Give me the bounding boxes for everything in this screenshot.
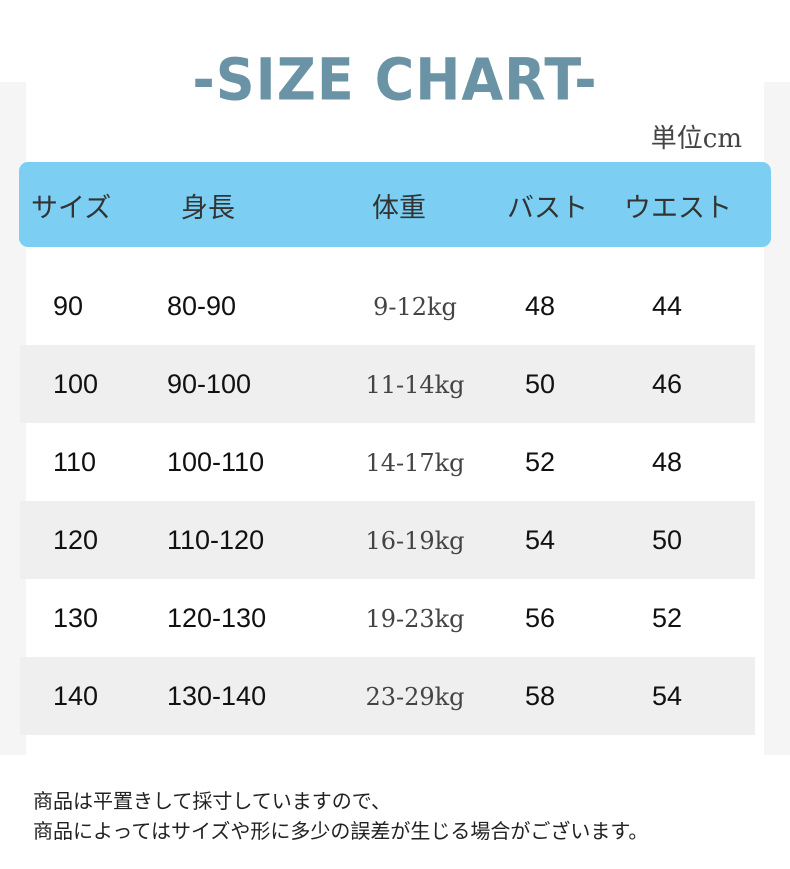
cell-waist: 46: [652, 369, 683, 399]
cell-size: 140: [53, 681, 99, 711]
cell-weight: 19-23kg: [365, 605, 465, 633]
cell-bust: 58: [525, 681, 556, 711]
cell-height: 120-130: [167, 603, 267, 633]
table-row: 100 90-100 11-14kg 50 46: [20, 345, 755, 423]
header-size: サイズ: [31, 193, 112, 224]
cell-waist: 50: [652, 525, 683, 555]
cell-waist: 44: [652, 291, 683, 321]
table-row: 110 100-110 14-17kg 52 48: [20, 423, 755, 501]
page-title: -SIZE CHART-: [192, 45, 598, 114]
cell-height: 110-120: [167, 525, 265, 555]
note-line-2: 商品によってはサイズや形に多少の誤差が生じる場合がございます。: [33, 819, 649, 843]
cell-size: 120: [53, 525, 99, 555]
table-row: 140 130-140 23-29kg 58 54: [20, 657, 755, 735]
cell-bust: 54: [525, 525, 556, 555]
cell-height: 100-110: [167, 447, 265, 477]
cell-bust: 52: [525, 447, 556, 477]
cell-height: 90-100: [167, 369, 252, 399]
cell-waist: 54: [652, 681, 683, 711]
cell-height: 130-140: [167, 681, 267, 711]
table-row: 90 80-90 9-12kg 48 44: [20, 267, 755, 345]
cell-waist: 48: [652, 447, 683, 477]
cell-bust: 50: [525, 369, 556, 399]
cell-height: 80-90: [167, 291, 237, 321]
cell-waist: 52: [652, 603, 683, 633]
header-height: 身長: [181, 193, 235, 224]
cell-bust: 48: [525, 291, 556, 321]
cell-weight: 11-14kg: [365, 371, 465, 399]
table-row: 120 110-120 16-19kg 54 50: [20, 501, 755, 579]
header-bust: バスト: [507, 193, 588, 224]
unit-label: 単位cm: [650, 124, 742, 154]
cell-bust: 56: [525, 603, 556, 633]
cell-size: 90: [53, 291, 84, 321]
cell-weight: 23-29kg: [365, 683, 465, 711]
cell-size: 130: [53, 603, 99, 633]
cell-weight: 16-19kg: [365, 527, 465, 555]
cell-size: 100: [53, 369, 99, 399]
cell-weight: 14-17kg: [365, 449, 465, 477]
table-row: 130 120-130 19-23kg 56 52: [20, 579, 755, 657]
note-line-1: 商品は平置きして採寸していますので、: [33, 789, 391, 813]
cell-weight: 9-12kg: [373, 293, 457, 321]
cell-size: 110: [53, 447, 97, 477]
header-weight: 体重: [372, 193, 426, 224]
header-waist: ウエスト: [624, 193, 732, 224]
table-header: サイズ 身長 体重 バスト ウエスト: [19, 162, 771, 247]
